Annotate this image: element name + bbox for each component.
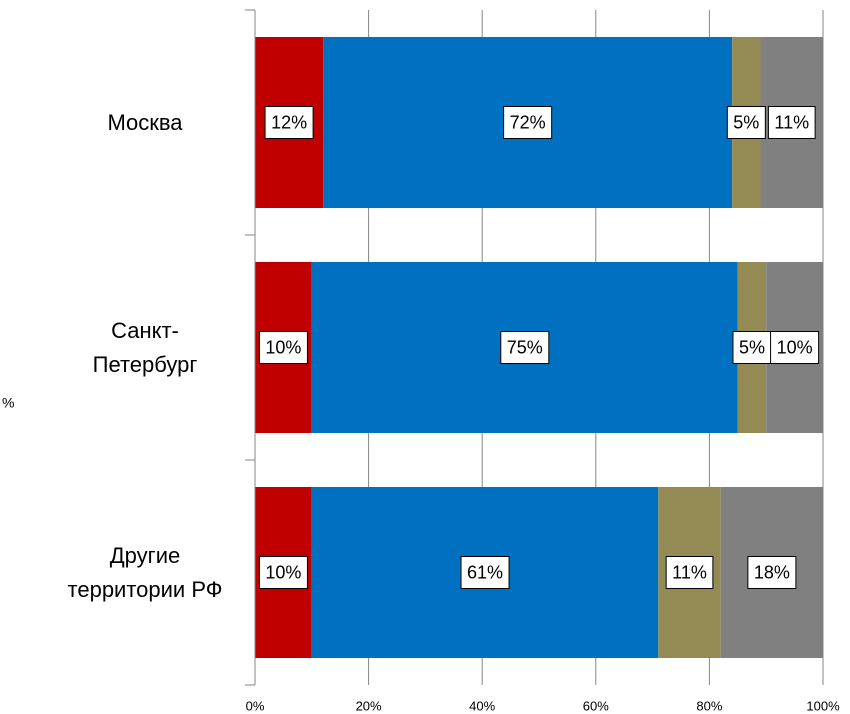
category-label-box: Санкт-Петербург <box>92 317 198 377</box>
x-tick-label: 60% <box>583 698 609 713</box>
annotation: % <box>2 395 14 411</box>
data-label: 11% <box>665 556 714 589</box>
category-label: Санкт-Петербург <box>92 317 198 377</box>
x-tick-label: 20% <box>356 698 382 713</box>
data-label: 18% <box>747 556 797 589</box>
data-label-text: 12% <box>271 112 307 132</box>
data-label-text: 10% <box>265 337 301 357</box>
data-label: 10% <box>258 331 308 364</box>
data-label-box <box>732 331 772 364</box>
category-label-box: Другие территории РФ <box>67 542 223 602</box>
data-label-box <box>767 106 816 139</box>
data-label-text: 75% <box>507 337 543 357</box>
data-label: 5% <box>726 106 766 139</box>
data-label-box <box>258 556 308 589</box>
data-label-text: 11% <box>774 112 809 132</box>
data-label-text: 11% <box>672 562 707 582</box>
category-label-box: Москва <box>107 109 183 135</box>
category-label: Другие территории РФ <box>67 542 223 602</box>
data-label-box <box>460 556 510 589</box>
data-label-text: 5% <box>733 112 759 132</box>
data-label: 61% <box>460 556 510 589</box>
data-label-text: 10% <box>777 337 813 357</box>
data-label-text: 5% <box>739 337 765 357</box>
data-label: 12% <box>264 106 314 139</box>
category-label: Москва <box>107 109 183 135</box>
x-tick-label: 0% <box>246 698 265 713</box>
data-label: 10% <box>258 556 308 589</box>
data-label: 75% <box>500 331 550 364</box>
data-label-text: 61% <box>467 562 503 582</box>
data-label-box <box>726 106 766 139</box>
data-label-text: 18% <box>754 562 790 582</box>
x-tick-label: 40% <box>469 698 495 713</box>
data-label-box <box>747 556 797 589</box>
data-label-box <box>665 556 714 589</box>
data-label-box <box>770 331 820 364</box>
data-label-text: 72% <box>510 112 546 132</box>
data-label: 11% <box>767 106 816 139</box>
data-label: 5% <box>732 331 772 364</box>
data-label-box <box>258 331 308 364</box>
data-label-box <box>264 106 314 139</box>
x-tick-label: 80% <box>696 698 722 713</box>
data-label-box <box>503 106 553 139</box>
data-label-text: 10% <box>265 562 301 582</box>
data-label: 10% <box>770 331 820 364</box>
data-label-box <box>500 331 550 364</box>
data-label: 72% <box>503 106 553 139</box>
x-tick-label: 100% <box>806 698 840 713</box>
